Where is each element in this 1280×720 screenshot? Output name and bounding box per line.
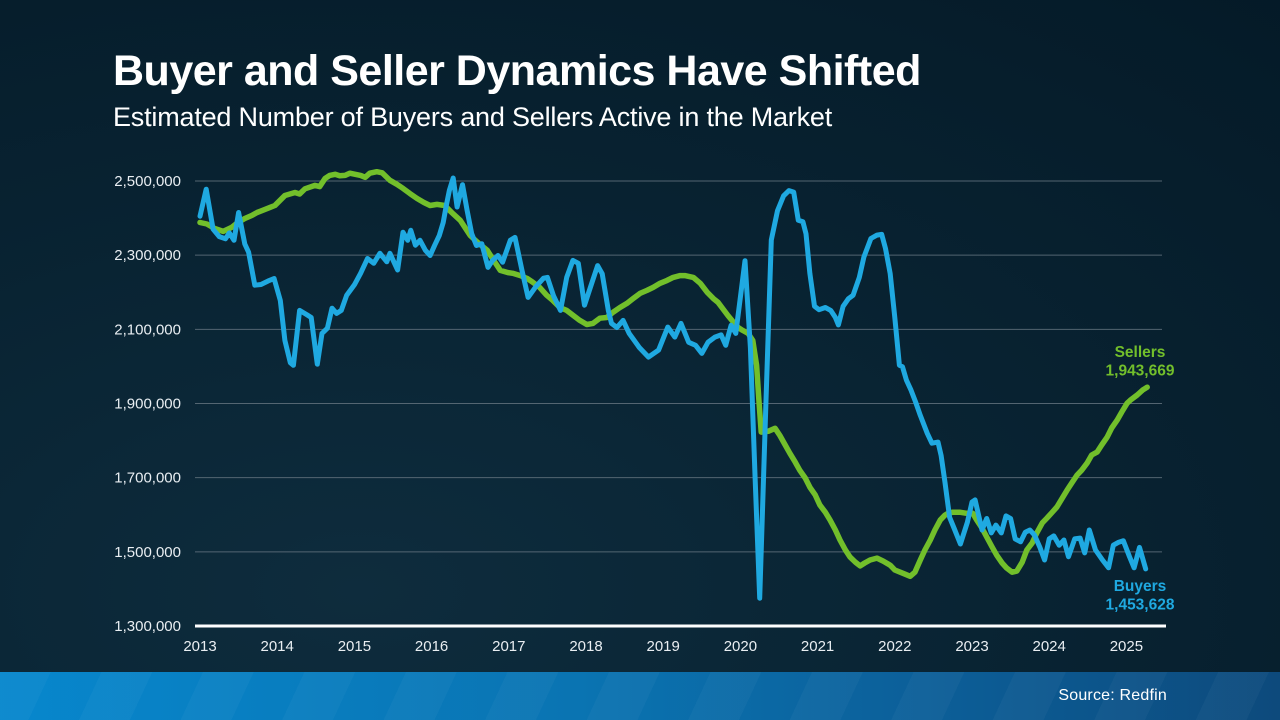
line-chart: 1,300,000 1,500,000 1,700,000 1,900,000 2,10… (114, 168, 1175, 655)
x-tick-label: 2021 (801, 638, 834, 655)
x-tick-label: 2025 (1110, 638, 1143, 655)
y-tick-label: 1,500,000 (114, 544, 181, 561)
page-title: Buyer and Seller Dynamics Have Shifted (113, 47, 921, 95)
y-tick-label: 2,100,000 (114, 321, 181, 338)
sellers-label-value: 1,943,669 (1106, 363, 1175, 380)
sellers-end-label: Sellers 1,943,669 (1106, 344, 1175, 380)
x-tick-label: 2020 (724, 638, 757, 655)
x-tick-label: 2015 (338, 638, 371, 655)
y-tick-label: 1,900,000 (114, 396, 181, 413)
source-credit: Source: Redfin (1058, 687, 1167, 704)
sellers-label-text: Sellers (1115, 344, 1166, 361)
x-tick-label: 2022 (878, 638, 911, 655)
x-tick-label: 2023 (955, 638, 988, 655)
x-tick-label: 2016 (415, 638, 448, 655)
buyers-label-text: Buyers (1114, 578, 1167, 595)
y-tick-label: 2,500,000 (114, 173, 181, 190)
x-tick-label: 2019 (647, 638, 680, 655)
chart-svg: 1,300,000 1,500,000 1,700,000 1,900,000 2,10… (114, 168, 1175, 655)
page-subtitle: Estimated Number of Buyers and Sellers A… (113, 102, 833, 132)
buyers-label-value: 1,453,628 (1106, 597, 1175, 614)
x-tick-label: 2013 (183, 638, 216, 655)
y-tick-label: 1,700,000 (114, 470, 181, 487)
x-tick-label: 2024 (1033, 638, 1066, 655)
buyers-end-label: Buyers 1,453,628 (1106, 578, 1175, 614)
buyers-line (197, 175, 1149, 601)
y-tick-label: 2,300,000 (114, 247, 181, 264)
x-tick-label: 2014 (261, 638, 294, 655)
x-tick-label: 2017 (492, 638, 525, 655)
y-tick-label: 1,300,000 (114, 618, 181, 635)
x-tick-label: 2018 (569, 638, 602, 655)
footer-bar: Source: Redfin (0, 672, 1280, 720)
